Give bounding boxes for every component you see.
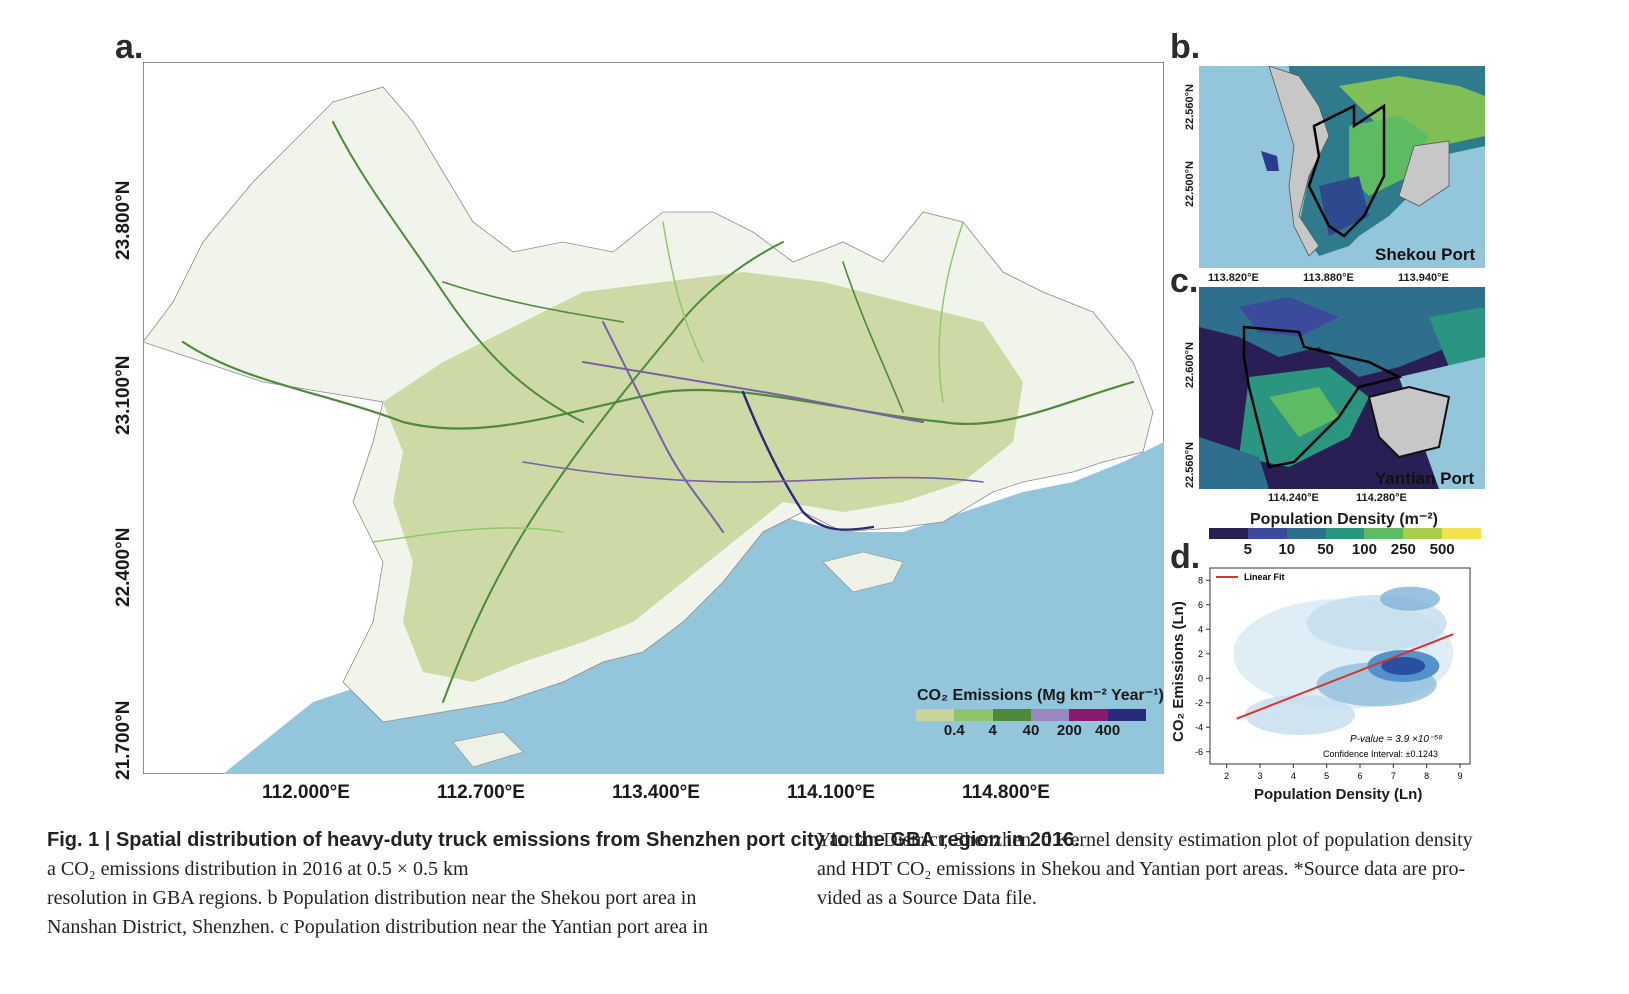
legend-swatch <box>1442 528 1482 539</box>
legend-swatch <box>1030 709 1070 721</box>
kde-y-tick-label: 4 <box>1198 624 1203 634</box>
legend-swatch <box>992 709 1031 721</box>
legend-tick-label: 40 <box>1022 722 1040 739</box>
panel-b-x-tick-1: 113.880°E <box>1303 272 1354 284</box>
legend-tick-label: 400 <box>1095 722 1121 739</box>
fig-label: Fig. 1 | <box>47 829 116 851</box>
figure-caption-col2: Yantian District, Shenzhen. d Kernel den… <box>817 826 1577 913</box>
panel-a-y-tick-0: 23.800°N <box>113 180 134 260</box>
legend-tick-label: 50 <box>1317 541 1334 558</box>
legend-swatch <box>1069 709 1108 721</box>
road-network <box>181 121 1135 703</box>
population-legend-ticks: 5 10 50 100 250 500 <box>1209 541 1481 561</box>
panel-b-y-tick-0: 22.560°N <box>1184 84 1196 130</box>
panel-c-x-tick-0: 114.240°E <box>1268 492 1319 504</box>
legend-tick-label: 100 <box>1351 541 1377 558</box>
kde-x-tick-label: 8 <box>1424 771 1429 781</box>
legend-swatch <box>1107 709 1146 721</box>
kde-y-tick-label: 6 <box>1198 600 1203 610</box>
yantian-port-label: Yantian Port <box>1375 469 1475 488</box>
panel-c-y-tick-1: 22.560°N <box>1184 442 1196 488</box>
panel-a-y-tick-1: 23.100°N <box>113 355 134 435</box>
panel-a-x-tick-2: 113.400°E <box>612 782 700 803</box>
panel-a-x-tick-4: 114.800°E <box>962 782 1050 803</box>
emissions-legend-ticks: 0.4 4 40 200 400 <box>916 722 1146 742</box>
panel-a-x-tick-1: 112.700°E <box>437 782 525 803</box>
panel-b-letter: b. <box>1170 28 1201 66</box>
legend-tick-label: 4 <box>988 722 997 739</box>
legend-swatch <box>1325 528 1365 539</box>
legend-swatch <box>954 709 993 721</box>
panel-a-y-tick-3: 21.700°N <box>113 700 134 780</box>
kde-x-tick-label: 5 <box>1324 771 1329 781</box>
panel-c-y-tick-0: 22.600°N <box>1184 342 1196 388</box>
legend-swatch <box>1364 528 1404 539</box>
panel-b-x-tick-0: 113.820°E <box>1208 272 1259 284</box>
density-contour <box>1381 657 1426 675</box>
population-color-bar <box>1209 528 1482 539</box>
kde-y-tick-label: 2 <box>1198 649 1203 659</box>
panel-a-y-tick-2: 22.400°N <box>113 527 134 607</box>
legend-tick-label: 10 <box>1278 541 1296 558</box>
core-emission-zone <box>383 272 1023 682</box>
caption-col1-line: Nanshan District, Shenzhen. c Population… <box>47 916 708 938</box>
legend-swatch <box>916 709 955 721</box>
kde-x-axis-label: Population Density (Ln) <box>1254 786 1423 803</box>
kde-x-tick-label: 3 <box>1257 771 1262 781</box>
kde-y-tick-label: 8 <box>1198 575 1203 585</box>
caption-col2-line: vided as a Source Data file. <box>817 887 1037 909</box>
kde-y-tick-label: -2 <box>1195 698 1203 708</box>
legend-swatch <box>1209 528 1248 539</box>
legend-swatch <box>1286 528 1326 539</box>
caption-col1-line: a CO₂ emissions distribution in 2016 at … <box>47 858 469 880</box>
panel-c-map <box>1199 287 1485 489</box>
kde-x-tick-label: 6 <box>1357 771 1362 781</box>
figure-caption-col1-rest: a CO₂ emissions distribution in 2016 at … <box>47 855 787 942</box>
kde-y-tick-label: 0 <box>1198 673 1203 683</box>
panel-c-letter: c. <box>1170 262 1199 300</box>
panel-b-x-tick-2: 113.940°E <box>1398 272 1449 284</box>
panel-c-x-tick-1: 114.280°E <box>1356 492 1407 504</box>
legend-tick-label: 0.4 <box>943 722 965 739</box>
shekou-port-label: Shekou Port <box>1375 245 1476 264</box>
kde-y-tick-label: -4 <box>1195 722 1203 732</box>
caption-col2-line: Yantian District, Shenzhen. d Kernel den… <box>817 829 1473 851</box>
emissions-color-bar <box>916 709 1146 721</box>
p-value-annotation: P-value = 3.9 ×10⁻⁵⁸ <box>1350 734 1443 745</box>
caption-title: Spatial distribution of heavy-duty truck… <box>115 829 1080 851</box>
legend-tick-label: 250 <box>1390 541 1416 558</box>
kde-x-tick-label: 4 <box>1291 771 1296 781</box>
kde-y-axis-label: CO₂ Emissions (Ln) <box>1170 601 1187 742</box>
caption-line-1: Fig. 1 | Spatial distribution of heavy-d… <box>47 826 1080 855</box>
legend-fit-label: Linear Fit <box>1244 572 1285 582</box>
population-legend-title: Population Density (m⁻²) <box>1250 511 1438 528</box>
legend-swatch <box>1403 528 1443 539</box>
panel-a-x-tick-0: 112.000°E <box>262 782 350 803</box>
panel-b-map <box>1199 66 1485 268</box>
panel-a-map <box>143 62 1164 774</box>
islands <box>822 551 904 593</box>
legend-tick-label: 500 <box>1429 541 1455 558</box>
legend-tick-label: 200 <box>1056 722 1082 739</box>
caption-col2-line: and HDT CO₂ emissions in Shekou and Yant… <box>817 858 1466 880</box>
panel-a-x-tick-3: 114.100°E <box>787 782 875 803</box>
legend-swatch <box>1247 528 1287 539</box>
panel-b-y-tick-1: 22.500°N <box>1184 161 1196 207</box>
confidence-annotation: Confidence Interval: ±0.1243 <box>1323 749 1438 759</box>
density-contour <box>1380 586 1440 611</box>
kde-x-tick-label: 7 <box>1391 771 1396 781</box>
kde-y-tick-label: -6 <box>1195 747 1203 757</box>
figure-caption-col1: Fig. 1 | Spatial distribution of heavy-d… <box>47 826 1080 855</box>
kde-x-tick-label: 2 <box>1224 771 1229 781</box>
legend-tick-label: 5 <box>1243 541 1253 558</box>
kde-x-tick-label: 9 <box>1457 771 1462 781</box>
panel-d-kde-plot: 2 3 4 5 6 7 8 9 8 6 4 2 0 -2 -4 -6 Linear Fit P-value … <box>1195 567 1471 781</box>
panel-a-letter: a. <box>115 28 144 66</box>
linear-fit-line <box>1236 633 1454 720</box>
caption-col1-line: resolution in GBA regions. b Population … <box>47 887 697 909</box>
panel-d-letter: d. <box>1170 538 1201 576</box>
emissions-legend-title: CO₂ Emissions (Mg km⁻² Year⁻¹) <box>917 687 1164 704</box>
